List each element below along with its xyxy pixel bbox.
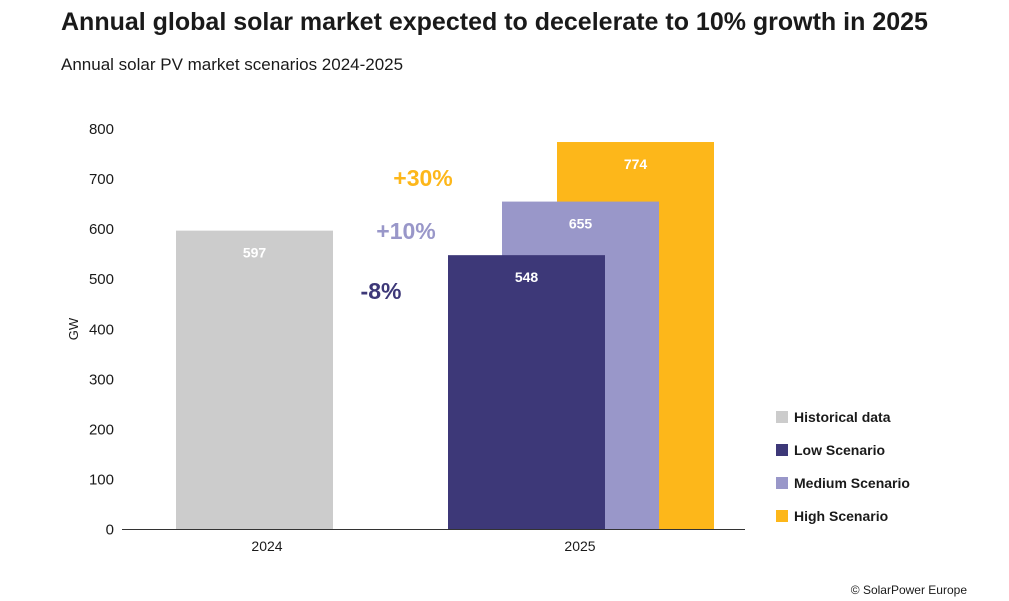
x-tick-label: 2025 [564,538,595,554]
legend-swatch [776,443,788,456]
bar-value-label: 597 [243,245,267,261]
bar-value-label: 655 [569,216,593,232]
legend-item-historical-data: Historical data [776,400,910,433]
source-credit: © SolarPower Europe [850,583,967,597]
chart-subtitle: Annual solar PV market scenarios 2024-20… [61,55,404,74]
legend-label: Low Scenario [794,441,886,458]
legend-label: Historical data [794,408,891,425]
chart-title: Annual global solar market expected to d… [61,8,928,36]
legend-label: High Scenario [794,507,889,524]
y-tick-label: 300 [89,371,114,388]
legend-item-medium-scenario: Medium Scenario [776,466,910,499]
y-tick-label: 200 [89,421,114,438]
legend-swatch [776,410,788,423]
y-tick-label: 100 [89,471,114,488]
bar-value-label: 774 [624,156,648,172]
y-tick-label: 800 [89,121,114,138]
legend-label: Medium Scenario [794,474,910,491]
y-tick-label: 600 [89,221,114,238]
bar-value-label: 548 [515,269,539,285]
chart-legend: Historical data Low Scenario Medium Scenar… [776,400,910,532]
legend-item-high-scenario: High Scenario [776,499,910,532]
y-tick-label: 400 [89,321,114,338]
bar-low-scenario [448,255,605,530]
growth-annotation: +10% [376,218,435,244]
growth-annotation: +30% [393,165,452,191]
legend-item-low-scenario: Low Scenario [776,433,910,466]
growth-annotation: -8% [361,278,402,304]
legend-swatch [776,476,788,489]
y-axis-label: GW [66,317,81,340]
bar-historical-data [176,230,333,530]
y-tick-label: 500 [89,271,114,288]
y-tick-label: 700 [89,171,114,188]
legend-swatch [776,509,788,522]
x-tick-label: 2024 [251,538,282,554]
y-tick-label: 0 [106,522,114,539]
